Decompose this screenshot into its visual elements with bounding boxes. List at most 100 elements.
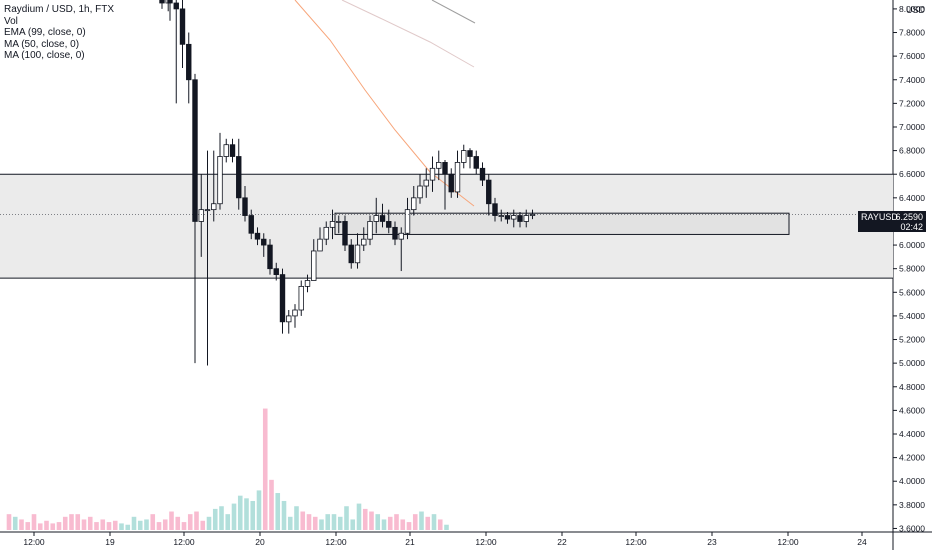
volume-bar[interactable]: [81, 519, 87, 530]
candle-body[interactable]: [236, 156, 242, 199]
volume-bar[interactable]: [431, 514, 437, 530]
volume-bar[interactable]: [344, 506, 349, 530]
candle-body[interactable]: [417, 185, 423, 199]
volume-bar[interactable]: [287, 516, 293, 530]
volume-bar[interactable]: [412, 514, 418, 530]
volume-bar[interactable]: [144, 519, 149, 530]
volume-bar[interactable]: [250, 500, 256, 530]
volume-bar[interactable]: [300, 511, 306, 530]
volume-bar[interactable]: [112, 520, 118, 530]
volume-bar[interactable]: [37, 523, 43, 530]
candle-body[interactable]: [442, 162, 448, 175]
volume-bar[interactable]: [231, 503, 237, 530]
volume-bar[interactable]: [219, 506, 224, 530]
legend-volume[interactable]: Vol: [4, 15, 18, 27]
volume-bar[interactable]: [212, 508, 218, 530]
candle-body[interactable]: [467, 150, 473, 157]
candle-body[interactable]: [454, 162, 461, 193]
candle-body[interactable]: [411, 197, 417, 211]
volume-bar[interactable]: [6, 514, 12, 530]
volume-bar[interactable]: [406, 522, 412, 530]
candle-body[interactable]: [273, 268, 279, 275]
volume-bar[interactable]: [419, 511, 424, 530]
volume-bar[interactable]: [125, 524, 131, 530]
volume-bar[interactable]: [162, 519, 168, 530]
candle-body[interactable]: [248, 215, 254, 234]
volume-bar[interactable]: [294, 506, 299, 530]
candle-body[interactable]: [242, 197, 248, 216]
ema-line[interactable]: [294, 0, 475, 207]
volume-bar[interactable]: [206, 516, 212, 530]
volume-bar[interactable]: [194, 511, 199, 530]
volume-bar[interactable]: [331, 514, 337, 530]
volume-bar[interactable]: [12, 516, 18, 530]
volume-bar[interactable]: [269, 479, 274, 530]
candle-body[interactable]: [198, 209, 204, 222]
volume-bar[interactable]: [262, 408, 268, 530]
candle-body[interactable]: [423, 179, 429, 187]
volume-bar[interactable]: [362, 508, 368, 530]
volume-bar[interactable]: [356, 503, 362, 530]
volume-bar[interactable]: [256, 490, 262, 530]
volume-bar[interactable]: [187, 514, 193, 530]
candle-body[interactable]: [523, 215, 529, 222]
candle-body[interactable]: [479, 167, 486, 181]
volume-bar[interactable]: [156, 522, 162, 530]
candle-body[interactable]: [329, 221, 336, 228]
legend-ma50[interactable]: MA (50, close, 0): [4, 38, 80, 50]
volume-bar[interactable]: [181, 522, 187, 530]
candle-body[interactable]: [211, 203, 217, 211]
volume-bar[interactable]: [312, 516, 318, 530]
candle-body[interactable]: [311, 250, 317, 281]
volume-bar[interactable]: [62, 516, 68, 530]
candle-body[interactable]: [317, 238, 323, 252]
volume-bar[interactable]: [444, 524, 449, 530]
candle-body[interactable]: [167, 0, 173, 4]
candle-body[interactable]: [379, 215, 386, 222]
volume-bar[interactable]: [369, 511, 374, 530]
volume-bar[interactable]: [381, 519, 387, 530]
candle-body[interactable]: [361, 238, 367, 246]
candle-body[interactable]: [392, 226, 398, 240]
volume-bar[interactable]: [44, 520, 49, 530]
candle-body[interactable]: [173, 2, 179, 10]
volume-bar[interactable]: [425, 516, 431, 530]
volume-bar[interactable]: [106, 522, 112, 530]
candle-body[interactable]: [486, 179, 492, 205]
volume-bar[interactable]: [275, 493, 281, 530]
candle-body[interactable]: [342, 221, 348, 246]
volume-bar[interactable]: [137, 520, 143, 530]
volume-bar[interactable]: [94, 522, 99, 530]
candle-body[interactable]: [192, 79, 198, 222]
candle-body[interactable]: [492, 203, 498, 216]
volume-bar[interactable]: [119, 523, 124, 530]
candle-body[interactable]: [386, 221, 392, 228]
volume-bar[interactable]: [31, 514, 37, 530]
volume-bar[interactable]: [131, 516, 137, 530]
volume-bar[interactable]: [225, 514, 231, 530]
volume-bar[interactable]: [19, 519, 24, 530]
volume-bar[interactable]: [325, 514, 331, 530]
volume-bar[interactable]: [50, 523, 56, 530]
ma50-line[interactable]: [341, 0, 475, 68]
legend-symbol-title[interactable]: Raydium / USD, 1h, FTX: [4, 4, 115, 15]
candle-body[interactable]: [159, 0, 165, 4]
candle-body[interactable]: [473, 156, 479, 169]
candle-body[interactable]: [261, 238, 267, 246]
candle-body[interactable]: [461, 150, 467, 163]
volume-bar[interactable]: [237, 495, 243, 530]
volume-bar[interactable]: [200, 520, 206, 530]
candle-body[interactable]: [504, 215, 511, 220]
volume-bar[interactable]: [87, 516, 93, 530]
candle-body[interactable]: [367, 221, 373, 240]
candle-body[interactable]: [348, 244, 354, 264]
volume-bar[interactable]: [69, 514, 74, 530]
candle-body[interactable]: [336, 221, 342, 223]
candle-body[interactable]: [229, 144, 236, 157]
candle-body[interactable]: [511, 215, 517, 220]
candle-body[interactable]: [354, 244, 361, 264]
volume-bar[interactable]: [75, 514, 81, 530]
currency-label[interactable]: USD: [906, 5, 926, 15]
